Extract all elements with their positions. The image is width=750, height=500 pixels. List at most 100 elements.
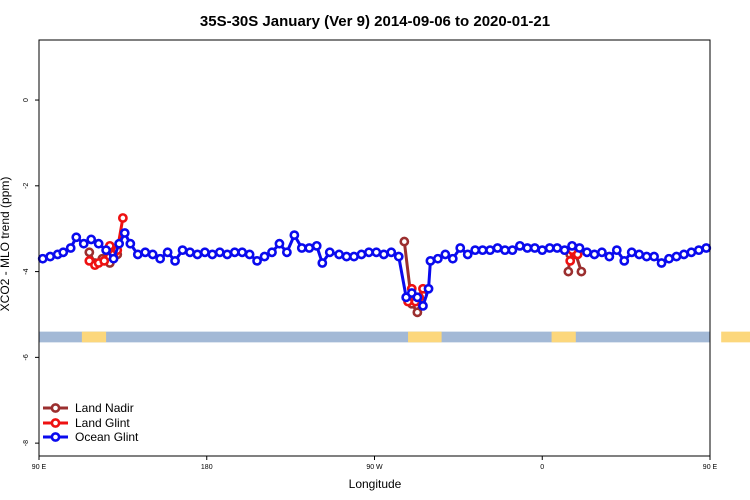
y-tick-label-4: -8 [23, 440, 30, 446]
data-point-2-0-68 [522, 243, 533, 253]
data-point-2-0-12 [119, 228, 130, 238]
data-point-2-0-76 [582, 247, 592, 258]
land-segment-3 [721, 331, 750, 343]
data-point-2-0-62 [477, 245, 488, 256]
data-point-2-0-53 [418, 300, 428, 311]
data-point-2-0-43 [349, 251, 359, 262]
legend-entry-land-nadir: Land Nadir [43, 401, 134, 415]
data-point-2-0-88 [671, 251, 682, 262]
ocean-strip [39, 331, 710, 343]
y-tick-label-0: 0 [23, 98, 30, 102]
land-segment-0 [81, 331, 107, 343]
data-point-2-0-69 [529, 243, 540, 253]
land-ocean-strip [39, 331, 750, 343]
data-point-1-0-3 [99, 255, 110, 266]
data-point-2-0-82 [626, 247, 637, 258]
data-point-2-0-39 [317, 258, 328, 268]
data-point-2-0-61 [470, 245, 481, 256]
data-point-2-0-3 [58, 247, 69, 258]
data-point-2-0-60 [462, 249, 473, 260]
data-point-2-0-8 [93, 238, 104, 249]
data-point-2-0-71 [544, 243, 555, 253]
data-point-2-0-64 [492, 243, 503, 253]
data-point-0-1-0 [399, 236, 410, 247]
data-point-2-0-83 [634, 249, 645, 260]
data-point-2-0-46 [371, 247, 382, 258]
data-point-2-0-13 [125, 238, 136, 249]
legend-marker-0 [50, 403, 61, 413]
data-point-2-0-37 [304, 243, 315, 253]
data-point-2-0-38 [311, 240, 322, 251]
data-point-2-0-35 [289, 230, 300, 241]
data-point-2-0-24 [207, 249, 218, 260]
data-point-2-0-5 [71, 232, 82, 243]
data-point-2-0-44 [356, 249, 367, 260]
x-axis-label: Longitude [349, 477, 402, 491]
data-point-2-0-11 [114, 238, 125, 249]
data-point-2-0-27 [229, 247, 240, 258]
data-point-2-0-29 [244, 249, 255, 260]
series-line-2-0 [42, 231, 707, 308]
data-point-2-0-86 [656, 258, 667, 268]
data-point-2-0-36 [296, 243, 307, 253]
data-point-2-0-31 [259, 251, 270, 262]
data-point-2-0-84 [641, 251, 652, 262]
x-axis: 90 E 180 90 W 0 90 E [32, 456, 718, 471]
legend-entry-ocean-glint: Ocean Glint [43, 430, 139, 444]
data-point-2-0-7 [86, 234, 97, 245]
data-point-2-0-45 [364, 247, 374, 258]
data-point-2-0-20 [177, 245, 188, 256]
data-point-2-0-85 [649, 251, 659, 262]
data-point-2-0-22 [192, 249, 203, 260]
data-point-2-0-66 [507, 245, 518, 256]
data-point-0-0-0 [84, 247, 95, 258]
data-point-2-0-52 [412, 292, 423, 303]
legend-marker-2 [50, 432, 61, 442]
land-segment-2 [551, 331, 576, 343]
data-point-2-0-17 [155, 253, 166, 264]
chart-title: 35S-30S January (Ver 9) 2014-09-06 to 20… [200, 13, 550, 30]
land-segment-1 [408, 331, 442, 343]
legend-label-2: Ocean Glint [75, 430, 139, 444]
data-point-2-0-4 [65, 243, 76, 253]
data-point-2-0-67 [514, 240, 525, 251]
x-tick-label-2: 90 W [366, 464, 383, 471]
data-point-2-0-57 [440, 249, 451, 260]
data-point-2-0-40 [324, 247, 335, 258]
data-point-2-0-73 [559, 245, 570, 256]
data-point-1-0-7 [117, 213, 128, 223]
legend-marker-1 [50, 418, 61, 428]
data-point-2-0-30 [252, 255, 262, 266]
data-point-2-0-0 [37, 253, 48, 264]
y-axis: 0 -2 -4 -6 -8 [23, 98, 39, 446]
legend-label-0: Land Nadir [75, 401, 134, 415]
data-point-2-0-75 [574, 243, 585, 253]
data-point-2-0-77 [589, 249, 600, 260]
data-point-2-0-54 [423, 283, 434, 294]
x-tick-label-1: 180 [201, 464, 213, 471]
y-axis-label: XCO2 - MLO trend (ppm) [0, 177, 12, 312]
data-point-2-0-34 [281, 247, 292, 258]
data-point-0-2-0 [563, 266, 574, 277]
data-point-2-0-25 [214, 247, 225, 258]
data-point-2-0-74 [567, 240, 577, 251]
series-ocean-glint [37, 228, 712, 311]
x-tick-label-0: 90 E [32, 464, 47, 471]
data-point-2-0-55 [425, 255, 436, 266]
data-point-2-0-92 [701, 243, 712, 253]
y-tick-label-1: -2 [23, 183, 30, 189]
data-point-2-0-58 [447, 253, 458, 264]
data-point-2-0-91 [693, 245, 704, 256]
data-point-2-0-80 [611, 245, 622, 256]
data-point-2-0-33 [274, 238, 285, 249]
data-point-2-0-72 [552, 243, 563, 253]
data-point-2-0-15 [140, 247, 151, 258]
legend-label-1: Land Glint [75, 416, 130, 430]
data-point-2-0-1 [45, 251, 56, 262]
data-point-2-0-10 [108, 253, 119, 264]
y-tick-label-3: -6 [23, 354, 30, 360]
data-point-2-0-70 [537, 245, 548, 256]
data-point-2-0-89 [679, 249, 689, 260]
